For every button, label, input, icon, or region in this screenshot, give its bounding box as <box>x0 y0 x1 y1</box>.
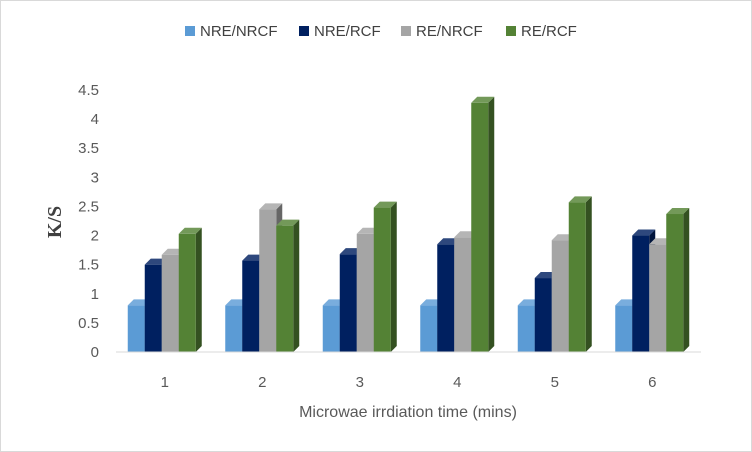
legend-item: NRE/RCF <box>299 23 381 40</box>
legend-label: RE/RCF <box>521 23 577 40</box>
y-tick-label: 0.5 <box>78 315 99 332</box>
legend-label: RE/NRCF <box>416 23 483 40</box>
x-axis-ticks: 1 2 3 4 5 6 <box>161 374 657 391</box>
bar-top <box>259 203 283 210</box>
y-tick-label: 3 <box>91 169 99 186</box>
bar-front <box>178 233 196 352</box>
bar-front <box>632 235 650 352</box>
bar-front <box>276 225 294 352</box>
bar-front <box>339 254 357 352</box>
bar <box>666 208 690 352</box>
bar-front <box>420 305 438 352</box>
y-axis-ticks: 0 0.5 1 1.5 2 2.5 3 3.5 4 4.5 <box>78 82 99 361</box>
bar-side <box>683 208 690 352</box>
x-axis-title: Microwae irrdiation time (mins) <box>299 404 517 421</box>
bar-front <box>615 305 633 352</box>
legend-item: NRE/NRCF <box>185 23 278 40</box>
bar <box>178 227 202 352</box>
bar-top <box>632 229 656 236</box>
bar-front <box>225 305 243 352</box>
legend-label: NRE/RCF <box>314 23 381 40</box>
legend: NRE/NRCF NRE/RCF RE/NRCF RE/RCF <box>185 23 577 40</box>
legend-swatch <box>185 26 195 36</box>
y-tick-label: 1.5 <box>78 257 99 274</box>
y-tick-label: 4 <box>91 111 99 128</box>
y-tick-label: 2 <box>91 228 99 245</box>
bar-top <box>471 96 495 103</box>
bar-front <box>356 233 374 352</box>
x-tick-label: 5 <box>551 374 559 391</box>
bar-front <box>454 237 472 352</box>
bar-top <box>666 208 690 215</box>
bar-side <box>585 196 592 352</box>
bar-side <box>488 96 495 352</box>
x-tick-label: 2 <box>258 374 266 391</box>
bar-front <box>517 305 535 352</box>
x-tick-label: 4 <box>453 374 461 391</box>
bar-front <box>373 207 391 352</box>
bar-front <box>534 278 552 352</box>
legend-item: RE/NRCF <box>401 23 483 40</box>
bar-front <box>161 254 179 352</box>
legend-swatch <box>506 26 516 36</box>
bar-front <box>259 209 277 352</box>
bar-front <box>666 214 684 352</box>
bar-front <box>568 202 586 352</box>
bar-front <box>551 240 569 352</box>
bar-top <box>373 201 397 208</box>
bar-top <box>276 219 300 226</box>
legend-swatch <box>299 26 309 36</box>
bar-front <box>471 102 489 352</box>
bar-front <box>242 260 260 352</box>
bar-top <box>568 196 592 203</box>
bar <box>276 219 300 352</box>
legend-label: NRE/NRCF <box>200 23 278 40</box>
legend-swatch <box>401 26 411 36</box>
x-tick-label: 1 <box>161 374 169 391</box>
bar-front <box>437 244 455 352</box>
y-tick-label: 4.5 <box>78 82 99 99</box>
bars <box>127 96 690 352</box>
y-tick-label: 3.5 <box>78 140 99 157</box>
bar-top <box>178 227 202 234</box>
bar-front <box>127 305 145 352</box>
bar-front <box>144 264 162 352</box>
y-axis-title: K/S <box>44 206 66 238</box>
bar <box>568 196 592 352</box>
bar-side <box>293 219 300 352</box>
y-tick-label: 2.5 <box>78 198 99 215</box>
bar <box>373 201 397 352</box>
bar-front <box>322 305 340 352</box>
bar-side <box>195 227 202 352</box>
x-tick-label: 6 <box>648 374 656 391</box>
legend-item: RE/RCF <box>506 23 577 40</box>
y-tick-label: 1 <box>91 286 99 303</box>
y-tick-label: 0 <box>91 344 99 361</box>
bar-side <box>390 201 397 352</box>
x-tick-label: 3 <box>356 374 364 391</box>
bar-front <box>649 244 667 352</box>
bar <box>471 96 495 352</box>
